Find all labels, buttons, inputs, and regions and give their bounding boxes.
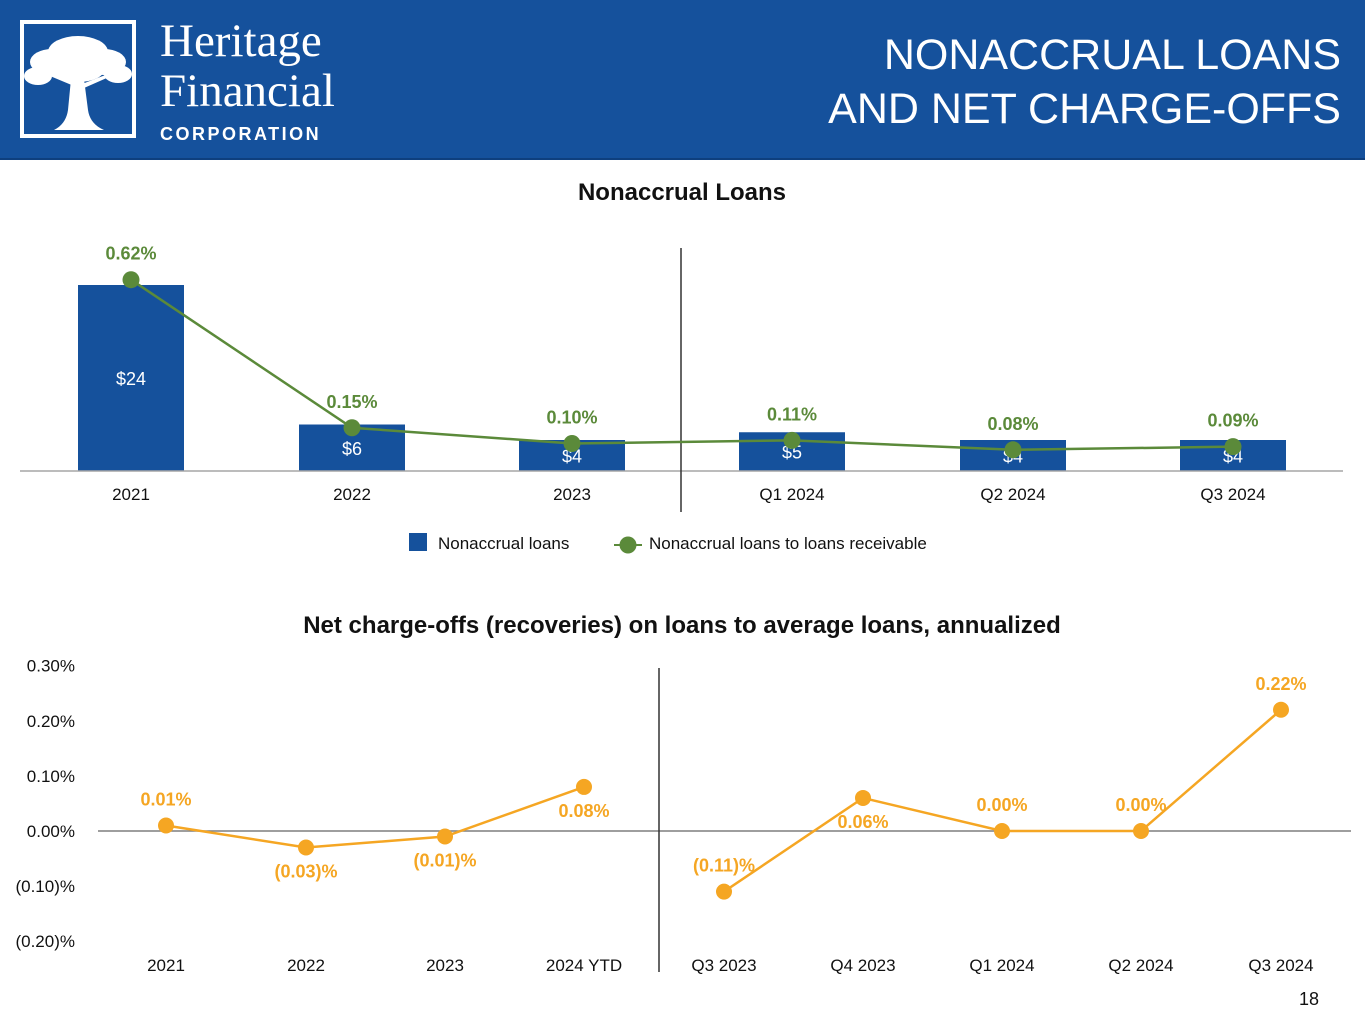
brand-line-1: Heritage	[160, 15, 322, 67]
x-tick-label: Q1 2024	[969, 956, 1034, 975]
legend-line-marker	[619, 536, 637, 554]
ratio-point	[563, 435, 581, 452]
nonaccrual-loans-chart: Nonaccrual Loans$24$6$4$5$4$40.62%0.15%0…	[20, 179, 1343, 554]
page-number: 18	[1298, 989, 1319, 1009]
bar-label: $4	[562, 447, 582, 467]
ratio-label: 0.10%	[546, 408, 597, 428]
charge-off-label: 0.08%	[558, 801, 609, 821]
ratio-point	[783, 431, 801, 449]
ratio-point	[122, 271, 140, 289]
annual-ratio-line	[165, 785, 585, 849]
y-tick-label: 0.30%	[27, 657, 75, 676]
x-tick-label: Q1 2024	[759, 485, 824, 504]
charge-off-point	[1133, 823, 1149, 839]
x-tick-label: Q3 2024	[1200, 485, 1265, 504]
charge-off-point	[716, 883, 732, 900]
ratio-label: 0.09%	[1207, 411, 1258, 431]
charge-off-label: 0.00%	[976, 795, 1027, 815]
bar-label: $24	[116, 369, 146, 389]
charge-off-point	[158, 817, 174, 834]
x-tick-label: Q2 2024	[980, 485, 1045, 504]
ratio-label: 0.15%	[326, 392, 377, 412]
charge-off-label: (0.01)%	[413, 851, 476, 871]
chart-title-nonaccrual: Nonaccrual Loans	[578, 179, 786, 206]
y-tick-label: 0.00%	[27, 822, 75, 841]
header-banner: Heritage Financial CORPORATION NONACCRUA…	[0, 0, 1365, 160]
ratio-label: 0.62%	[105, 244, 156, 264]
x-tick-label: 2023	[426, 956, 464, 975]
charge-off-point	[576, 778, 592, 795]
x-tick-label: Q3 2023	[691, 956, 756, 975]
charge-off-point	[298, 839, 314, 856]
x-tick-label: 2024 YTD	[546, 956, 622, 975]
quarterly-ratio-line	[723, 708, 1282, 893]
legend-bar-label: Nonaccrual loans	[438, 534, 569, 553]
brand-line-2: Financial	[160, 65, 335, 117]
bar-label: $5	[782, 443, 802, 463]
charge-off-label: 0.00%	[1115, 795, 1166, 815]
charge-off-label: 0.06%	[837, 812, 888, 832]
charge-off-point	[855, 789, 871, 806]
charge-off-point	[1273, 701, 1289, 718]
page-title-line-2: AND NET CHARGE-OFFS	[828, 85, 1341, 133]
ratio-label: 0.11%	[767, 404, 817, 424]
legend-line-label: Nonaccrual loans to loans receivable	[649, 534, 927, 553]
charge-off-label: (0.11)%	[693, 856, 755, 876]
x-tick-label: 2022	[287, 956, 325, 975]
x-tick-label: 2023	[553, 485, 591, 504]
x-tick-label: Q4 2023	[830, 956, 895, 975]
y-tick-label: (0.10)%	[15, 877, 75, 896]
charge-off-label: 0.01%	[140, 789, 191, 809]
ratio-line	[130, 278, 1234, 452]
ratio-point	[1224, 438, 1242, 456]
ratio-label: 0.08%	[987, 414, 1038, 434]
x-tick-label: Q3 2024	[1248, 956, 1313, 975]
charge-off-point	[437, 828, 453, 845]
bar-label: $6	[342, 439, 362, 459]
logo-tree-icon	[20, 20, 136, 138]
page-title-line-1: NONACCRUAL LOANS	[883, 31, 1341, 79]
chart-title-net-charge-offs: Net charge-offs (recoveries) on loans to…	[303, 612, 1061, 639]
y-tick-label: (0.20)%	[15, 932, 75, 951]
charge-off-point	[994, 823, 1010, 839]
page-title: NONACCRUAL LOANS AND NET CHARGE-OFFS	[828, 28, 1341, 136]
x-tick-label: Q2 2024	[1108, 956, 1173, 975]
x-tick-label: 2021	[147, 956, 185, 975]
y-tick-label: 0.20%	[27, 712, 75, 731]
x-tick-label: 2022	[333, 485, 371, 504]
ratio-point	[1004, 441, 1022, 459]
x-tick-label: 2021	[112, 485, 150, 504]
legend-bar-swatch	[409, 533, 427, 551]
y-tick-label: 0.10%	[27, 767, 75, 786]
charge-off-label: 0.22%	[1255, 674, 1306, 694]
charge-off-label: (0.03)%	[274, 862, 337, 882]
brand-name: Heritage Financial CORPORATION	[160, 16, 335, 145]
brand-line-3: CORPORATION	[160, 124, 322, 144]
bar-2021	[78, 285, 184, 471]
ratio-point	[343, 419, 361, 437]
